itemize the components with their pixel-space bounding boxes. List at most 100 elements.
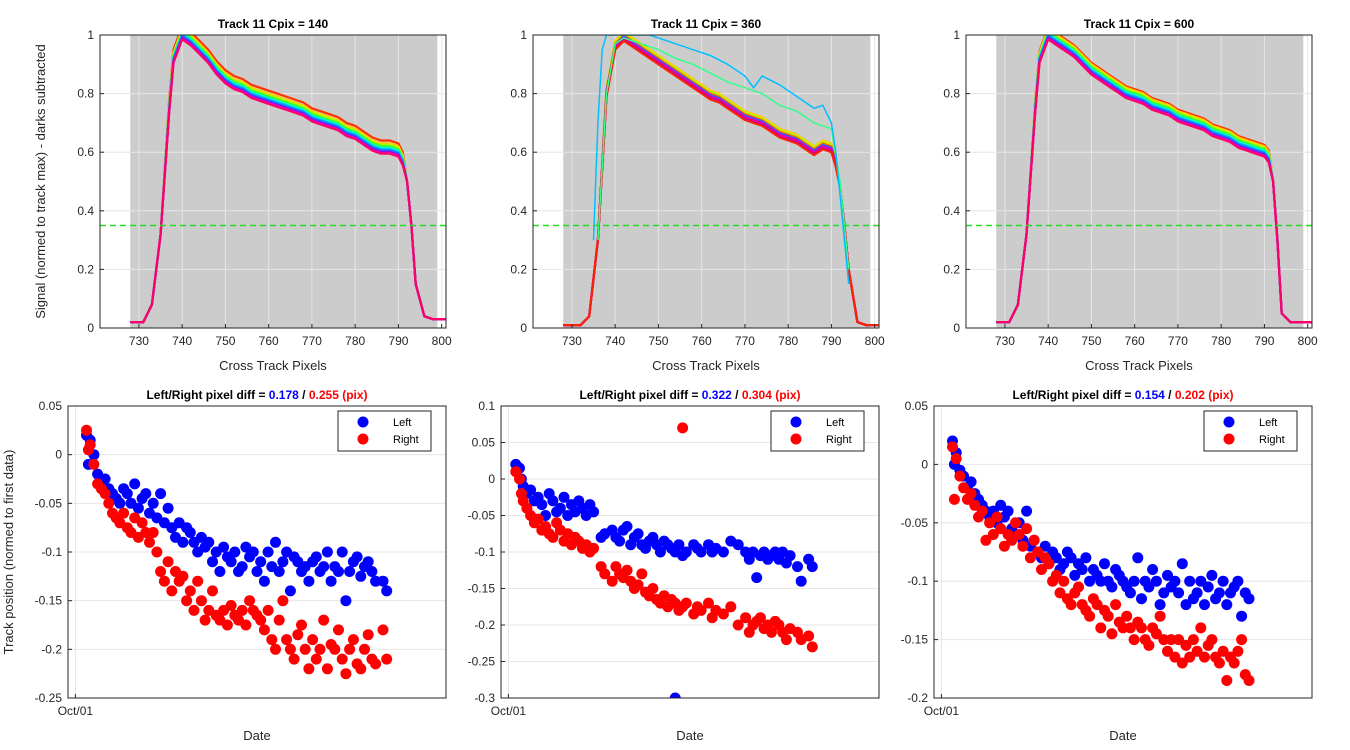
left-point [318, 561, 330, 573]
right-point [1021, 523, 1033, 535]
left-point [140, 488, 152, 500]
y-tick-label: -0.3 [474, 691, 495, 705]
right-point [225, 600, 237, 611]
left-point [751, 572, 763, 584]
x-tick-label: 760 [259, 334, 279, 348]
left-point [673, 539, 685, 551]
right-point [1124, 622, 1136, 634]
right-point [1199, 651, 1210, 663]
right-point [84, 439, 96, 451]
legend-marker-left [1223, 416, 1235, 428]
right-point [207, 585, 218, 597]
right-point [1150, 628, 1162, 640]
left-point [1058, 558, 1070, 570]
right-point [547, 531, 559, 543]
x-tick-label: Oct/01 [58, 704, 94, 718]
x-tick-label: Oct/01 [924, 704, 960, 718]
right-point [277, 595, 289, 607]
x-tick-label: 790 [388, 334, 408, 348]
profile-line-10 [130, 38, 446, 324]
right-point [948, 493, 960, 505]
x-tick-label: 730 [129, 334, 149, 348]
plot-title: Left/Right pixel diff = 0.178 / 0.255 (p… [146, 388, 367, 402]
right-point [980, 534, 992, 546]
right-point [1162, 645, 1173, 657]
right-point [806, 641, 818, 653]
left-point [1206, 569, 1218, 581]
plot-1: 0 0.2 0.4 0.6 0.8 1 730 740 750 760 770 780 790 800 Cr… [33, 17, 452, 373]
x-tick-label: 730 [562, 334, 582, 348]
shaded-region [563, 35, 871, 328]
plot-title: Track 11 Cpix = 600 [1084, 17, 1195, 31]
left-point [732, 539, 744, 551]
right-point [273, 614, 285, 626]
left-point [1132, 552, 1144, 564]
x-axis-label: Date [243, 728, 270, 743]
left-point [965, 476, 977, 488]
y-tick-label: -0.2 [907, 691, 928, 705]
plot-area [81, 424, 393, 680]
left-point [333, 566, 344, 577]
right-point [1243, 675, 1255, 686]
x-axis-label: Cross Track Pixels [1085, 358, 1193, 373]
right-point [270, 643, 281, 655]
left-point [229, 546, 241, 558]
plot-area [966, 35, 1312, 324]
y-tick-label: 0.6 [77, 145, 94, 159]
y-tick-label: 0.4 [77, 204, 94, 218]
right-point [1184, 651, 1196, 663]
right-point [184, 585, 196, 597]
right-point [976, 505, 988, 517]
legend-box [1203, 410, 1298, 452]
right-point [303, 663, 315, 675]
left-point [792, 561, 803, 573]
y-tick-label: 0.8 [510, 87, 527, 101]
right-point [1221, 675, 1233, 686]
right-point [299, 643, 311, 655]
plot-3: 0 0.2 0.4 0.6 0.8 1 730 740 750 760 770 780 790 800 Cr… [943, 17, 1318, 373]
title-left-value: 0.178 [269, 388, 299, 402]
right-point [162, 556, 174, 568]
left-point [795, 575, 807, 587]
left-point [132, 502, 144, 514]
left-point [321, 546, 333, 558]
right-point [181, 595, 193, 607]
x-tick-label: 750 [648, 334, 668, 348]
left-point [784, 550, 796, 562]
title-right-value: 0.255 (pix) [309, 388, 368, 402]
right-point [1024, 552, 1036, 564]
x-tick-label: 760 [692, 334, 712, 348]
left-point [366, 566, 378, 577]
right-point [766, 626, 777, 638]
y-tick-label: -0.25 [468, 655, 496, 669]
left-point [525, 484, 537, 496]
right-point [177, 570, 189, 582]
right-point [588, 542, 600, 554]
left-point [621, 521, 633, 532]
right-point [725, 601, 737, 613]
profile-line-8 [563, 39, 879, 327]
legend-box [337, 410, 432, 452]
left-point [995, 499, 1007, 511]
y-tick-label: -0.05 [35, 496, 63, 510]
y-tick-label: -0.1 [41, 545, 62, 559]
right-point [1091, 599, 1103, 611]
y-tick-label: -0.1 [907, 574, 928, 588]
y-tick-label: -0.2 [474, 618, 495, 632]
right-point [732, 619, 744, 631]
right-point [1054, 587, 1066, 599]
right-point [1006, 534, 1018, 546]
legend-label-left: Left [826, 417, 844, 429]
title-prefix: Left/Right pixel diff = [579, 388, 701, 402]
right-point [1191, 645, 1203, 657]
right-point [1013, 529, 1025, 540]
legend-marker-right [357, 433, 369, 445]
left-point [1143, 581, 1155, 593]
right-point [1128, 634, 1140, 646]
right-point [118, 507, 130, 519]
title-right-value: 0.202 (pix) [1175, 388, 1234, 402]
right-point [288, 653, 300, 665]
y-tick-label: -0.25 [35, 691, 63, 705]
plot-4: -0.25 -0.2 -0.15 -0.1 -0.05 0 0.05 Oct/01 Date Tr… [1, 388, 447, 743]
